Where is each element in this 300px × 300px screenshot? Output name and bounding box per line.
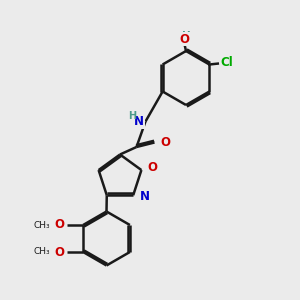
Text: O: O xyxy=(55,245,65,259)
Text: H: H xyxy=(128,111,136,121)
Text: O: O xyxy=(160,136,170,149)
Text: N: N xyxy=(140,190,150,203)
Text: O: O xyxy=(55,218,65,232)
Text: H: H xyxy=(182,32,190,41)
Text: CH₃: CH₃ xyxy=(34,220,50,230)
Text: CH₃: CH₃ xyxy=(34,248,50,256)
Text: O: O xyxy=(179,33,190,46)
Text: O: O xyxy=(147,160,158,173)
Text: N: N xyxy=(134,115,144,128)
Text: Cl: Cl xyxy=(221,56,233,70)
